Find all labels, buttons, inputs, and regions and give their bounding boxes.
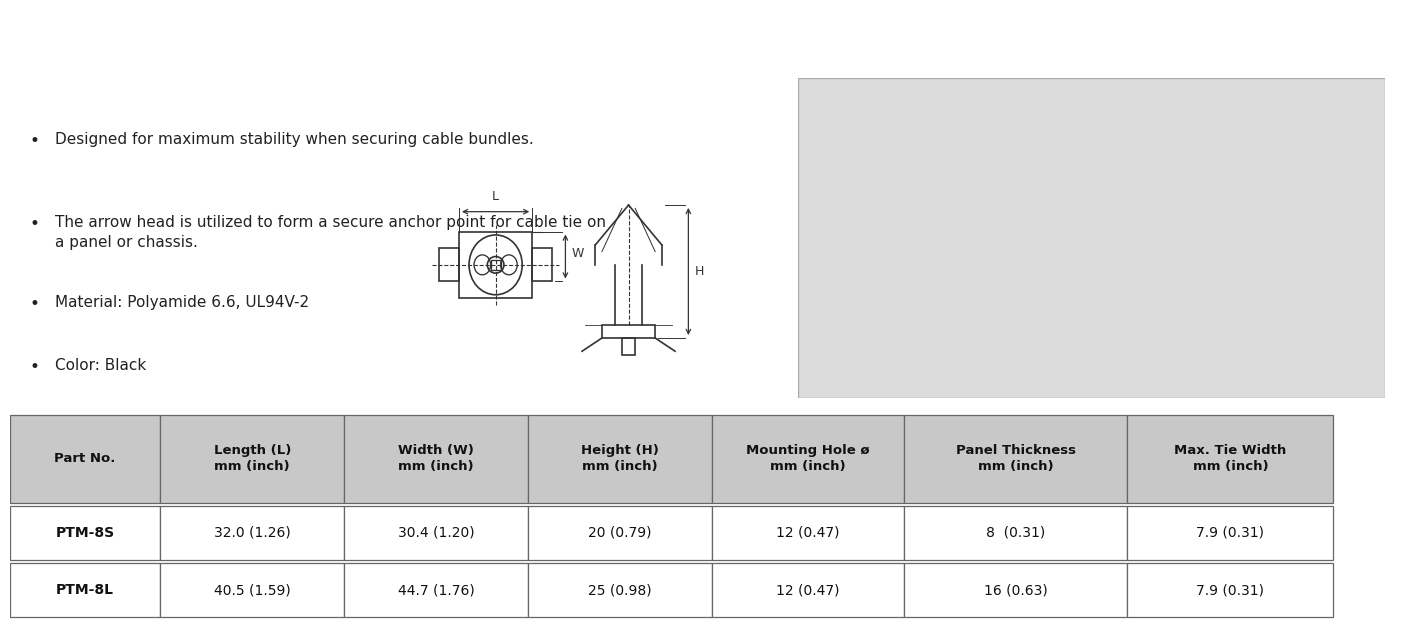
Text: L: L [492, 191, 499, 203]
Text: PTM-8L: PTM-8L [57, 583, 114, 597]
Text: •: • [30, 295, 40, 313]
Text: 20 (0.79): 20 (0.79) [588, 526, 651, 540]
Text: Max. Tie Width
mm (inch): Max. Tie Width mm (inch) [1174, 445, 1286, 473]
Text: 40.5 (1.59): 40.5 (1.59) [213, 583, 291, 597]
FancyBboxPatch shape [904, 415, 1128, 503]
FancyBboxPatch shape [160, 505, 345, 561]
Text: Part No.: Part No. [55, 453, 116, 465]
Text: W: W [572, 246, 585, 260]
Bar [439, 248, 459, 282]
FancyBboxPatch shape [712, 415, 904, 503]
FancyBboxPatch shape [528, 505, 712, 561]
FancyBboxPatch shape [345, 505, 528, 561]
Text: 32.0 (1.26): 32.0 (1.26) [213, 526, 291, 540]
FancyBboxPatch shape [1128, 505, 1334, 561]
Text: 25 (0.98): 25 (0.98) [588, 583, 651, 597]
Text: 12 (0.47): 12 (0.47) [777, 526, 839, 540]
FancyBboxPatch shape [345, 415, 528, 503]
Text: Color: Black: Color: Black [55, 358, 147, 373]
Text: The arrow head is utilized to form a secure anchor point for cable tie on
a pane: The arrow head is utilized to form a sec… [55, 215, 606, 250]
Text: 16 (0.63): 16 (0.63) [983, 583, 1047, 597]
Text: •: • [30, 215, 40, 233]
Text: PTM-8S: PTM-8S [55, 526, 114, 540]
FancyBboxPatch shape [10, 505, 160, 561]
Text: Width (W)
mm (inch): Width (W) mm (inch) [398, 445, 475, 473]
Text: •: • [30, 132, 40, 150]
Text: H: H [695, 265, 705, 278]
Bar [602, 325, 656, 338]
FancyBboxPatch shape [1128, 563, 1334, 618]
FancyBboxPatch shape [10, 415, 160, 503]
FancyBboxPatch shape [528, 563, 712, 618]
Text: 8  (0.31): 8 (0.31) [986, 526, 1046, 540]
Text: PUSH-IN CABLE TIE MOUNTS: PUSH-IN CABLE TIE MOUNTS [18, 22, 530, 53]
FancyBboxPatch shape [904, 563, 1128, 618]
Text: Material: Polyamide 6.6, UL94V-2: Material: Polyamide 6.6, UL94V-2 [55, 295, 309, 310]
FancyBboxPatch shape [1128, 415, 1334, 503]
FancyBboxPatch shape [712, 505, 904, 561]
FancyBboxPatch shape [160, 563, 345, 618]
Text: Panel Thickness
mm (inch): Panel Thickness mm (inch) [955, 445, 1075, 473]
Text: 7.9 (0.31): 7.9 (0.31) [1197, 526, 1265, 540]
Text: Mounting Hole ø
mm (inch): Mounting Hole ø mm (inch) [746, 445, 870, 473]
Text: Height (H)
mm (inch): Height (H) mm (inch) [581, 445, 658, 473]
Bar [490, 260, 500, 270]
Text: 30.4 (1.20): 30.4 (1.20) [398, 526, 475, 540]
Bar [459, 231, 533, 298]
Text: 44.7 (1.76): 44.7 (1.76) [398, 583, 475, 597]
FancyBboxPatch shape [160, 415, 345, 503]
Bar [533, 248, 552, 282]
FancyBboxPatch shape [10, 563, 160, 618]
FancyBboxPatch shape [528, 415, 712, 503]
Bar [622, 338, 636, 355]
FancyBboxPatch shape [345, 563, 528, 618]
FancyBboxPatch shape [712, 563, 904, 618]
Text: Length (L)
mm (inch): Length (L) mm (inch) [213, 445, 291, 473]
Text: •: • [30, 358, 40, 376]
FancyBboxPatch shape [904, 505, 1128, 561]
Text: Designed for maximum stability when securing cable bundles.: Designed for maximum stability when secu… [55, 132, 534, 147]
Text: 7.9 (0.31): 7.9 (0.31) [1197, 583, 1265, 597]
Text: 12 (0.47): 12 (0.47) [777, 583, 839, 597]
